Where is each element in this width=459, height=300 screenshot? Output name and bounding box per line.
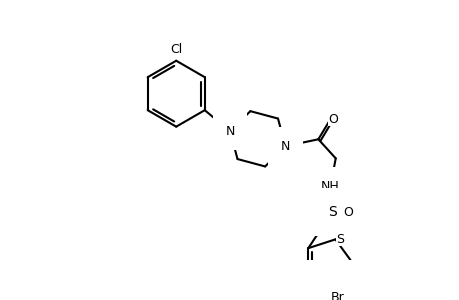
Text: NH: NH [320, 180, 339, 193]
Text: O: O [342, 206, 352, 219]
Text: N: N [225, 125, 234, 138]
Text: S: S [335, 233, 343, 246]
Text: O: O [311, 206, 321, 219]
Text: Br: Br [330, 291, 343, 300]
Text: S: S [327, 205, 336, 219]
Text: Cl: Cl [170, 43, 182, 56]
Text: N: N [280, 140, 290, 153]
Text: O: O [327, 113, 337, 126]
